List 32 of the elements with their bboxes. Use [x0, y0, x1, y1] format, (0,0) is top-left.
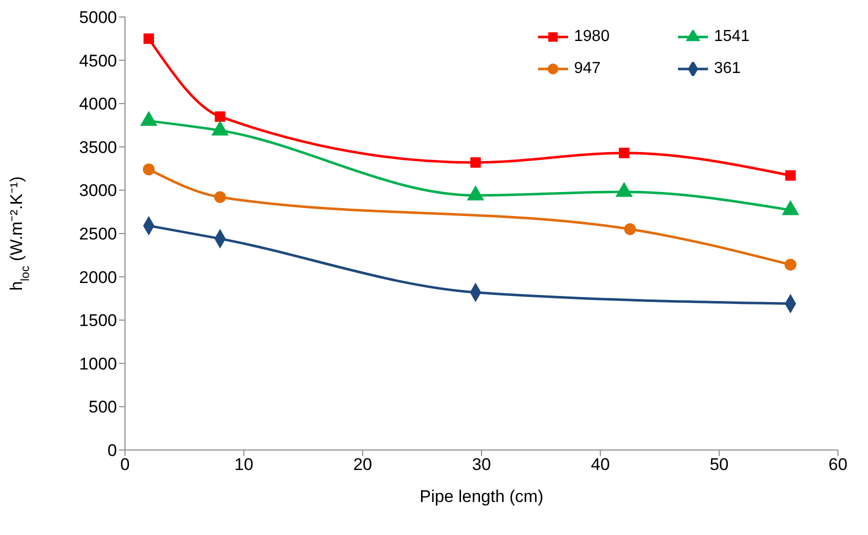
legend-label: 1541: [714, 28, 750, 46]
point: [214, 111, 226, 122]
y-tick-label: 500: [88, 398, 117, 417]
y-tick-label: 4500: [79, 51, 117, 70]
y-tick-label: 2500: [79, 224, 117, 244]
x-axis-title: Pipe length (cm): [420, 487, 544, 506]
y-tick-label: 4000: [79, 94, 117, 114]
x-tick-label: 30: [472, 455, 491, 474]
x-tick-label: 20: [353, 455, 372, 474]
y-tick-label: 1000: [79, 354, 117, 374]
point: [214, 191, 226, 204]
y-tick-label: 1500: [79, 311, 117, 330]
y-tick-label: 2000: [79, 268, 117, 287]
y-tick-label: 3500: [79, 138, 117, 157]
point: [784, 258, 796, 271]
x-tick-label: 60: [828, 455, 848, 474]
y-tick-label: 5000: [79, 8, 117, 28]
point: [785, 170, 796, 181]
legend-label: 947: [574, 60, 601, 78]
point: [624, 223, 636, 236]
point: [470, 157, 481, 168]
x-tick-label: 10: [234, 455, 254, 474]
y-tick-label: 0: [108, 441, 117, 460]
x-tick-label: 50: [710, 455, 729, 474]
point: [142, 164, 155, 176]
point: [618, 148, 630, 158]
legend-label: 361: [714, 60, 741, 78]
point: [144, 33, 154, 44]
legend-label: 1980: [574, 28, 610, 46]
y-tick-label: 3000: [79, 181, 117, 200]
x-tick-label: 0: [120, 455, 130, 474]
x-tick-label: 40: [590, 455, 610, 474]
